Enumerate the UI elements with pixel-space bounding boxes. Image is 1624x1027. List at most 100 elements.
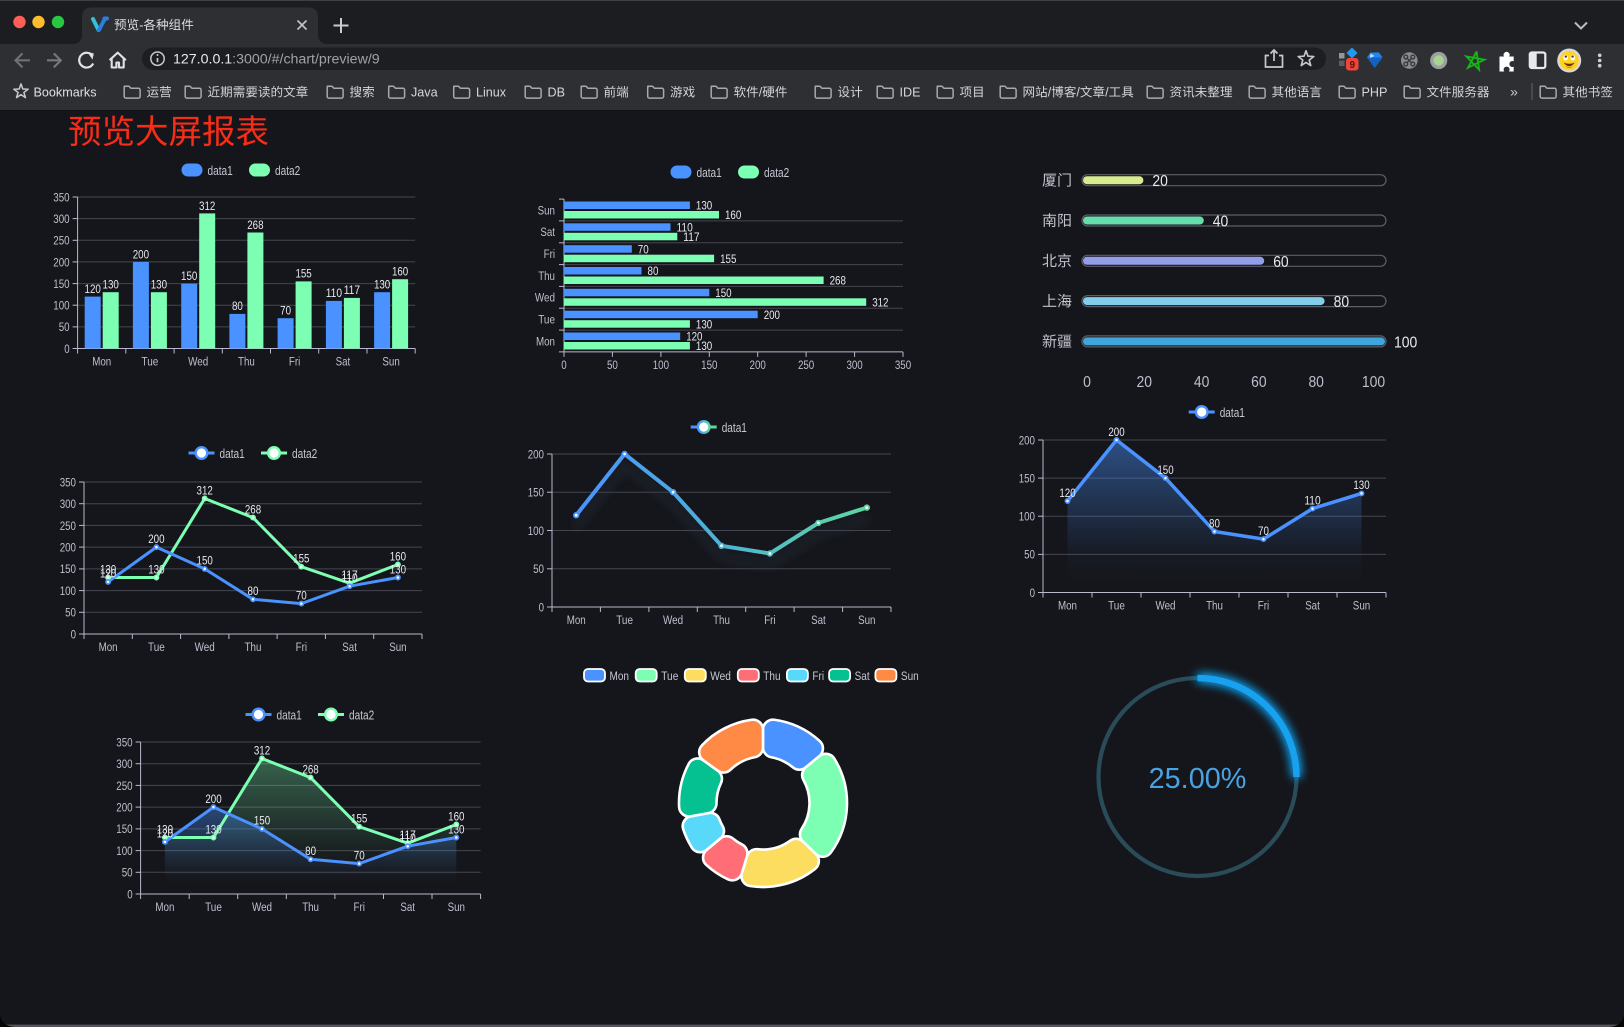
svg-text:20: 20 bbox=[1152, 173, 1168, 190]
svg-text:/: / bbox=[1048, 86, 1052, 100]
svg-text:150: 150 bbox=[715, 286, 731, 300]
svg-text:Sat: Sat bbox=[336, 354, 351, 368]
svg-text:0: 0 bbox=[539, 600, 545, 614]
svg-text:Sun: Sun bbox=[448, 900, 465, 914]
svg-text:300: 300 bbox=[53, 212, 69, 226]
svg-text:50: 50 bbox=[59, 320, 70, 334]
svg-text:130: 130 bbox=[157, 822, 173, 836]
svg-text:200: 200 bbox=[60, 541, 76, 555]
svg-text:312: 312 bbox=[197, 483, 213, 497]
svg-text:Java: Java bbox=[411, 86, 438, 100]
svg-text:300: 300 bbox=[846, 358, 862, 372]
svg-text:Wed: Wed bbox=[188, 354, 208, 368]
svg-text:110: 110 bbox=[400, 831, 416, 845]
svg-text:Mon: Mon bbox=[610, 669, 630, 683]
svg-text:120: 120 bbox=[157, 827, 173, 841]
svg-text:155: 155 bbox=[720, 252, 736, 266]
svg-text:PHP: PHP bbox=[1362, 86, 1388, 100]
svg-text:268: 268 bbox=[245, 502, 261, 516]
svg-text:9: 9 bbox=[1350, 60, 1356, 71]
svg-text:DB: DB bbox=[548, 86, 566, 100]
svg-text:150: 150 bbox=[116, 822, 132, 836]
svg-text:200: 200 bbox=[53, 255, 69, 269]
svg-text:0: 0 bbox=[561, 358, 567, 372]
svg-text:Wed: Wed bbox=[252, 900, 272, 914]
svg-text:150: 150 bbox=[197, 554, 213, 568]
svg-text:130: 130 bbox=[696, 199, 712, 213]
svg-text:155: 155 bbox=[295, 267, 311, 281]
svg-text:Fri: Fri bbox=[296, 640, 307, 654]
svg-text:Wed: Wed bbox=[195, 640, 215, 654]
svg-text:Sun: Sun bbox=[382, 354, 399, 368]
svg-text:data1: data1 bbox=[697, 166, 722, 180]
svg-text:100: 100 bbox=[1019, 510, 1035, 524]
svg-text:data1: data1 bbox=[220, 447, 245, 461]
svg-text:70: 70 bbox=[280, 304, 291, 318]
svg-text:130: 130 bbox=[448, 822, 464, 836]
svg-text:Sun: Sun bbox=[858, 613, 875, 627]
svg-text:130: 130 bbox=[205, 822, 221, 836]
svg-text:117: 117 bbox=[341, 568, 357, 582]
svg-text:130: 130 bbox=[148, 562, 164, 576]
svg-text:200: 200 bbox=[133, 247, 149, 261]
svg-text:200: 200 bbox=[528, 447, 544, 461]
svg-text:80: 80 bbox=[1334, 294, 1350, 311]
svg-text:300: 300 bbox=[60, 497, 76, 511]
svg-text:130: 130 bbox=[696, 339, 712, 353]
svg-text:350: 350 bbox=[895, 358, 911, 372]
svg-text:250: 250 bbox=[798, 358, 814, 372]
svg-text:50: 50 bbox=[607, 358, 618, 372]
svg-text:80: 80 bbox=[1308, 374, 1324, 391]
svg-text:350: 350 bbox=[116, 735, 132, 749]
svg-text:100: 100 bbox=[53, 299, 69, 313]
svg-text:Sat: Sat bbox=[1305, 598, 1320, 612]
svg-text:100: 100 bbox=[116, 844, 132, 858]
svg-text:0: 0 bbox=[1030, 586, 1036, 600]
svg-text:Sun: Sun bbox=[901, 669, 919, 683]
svg-text:130: 130 bbox=[1353, 478, 1369, 492]
svg-text:250: 250 bbox=[60, 519, 76, 533]
svg-text:Fri: Fri bbox=[812, 669, 824, 683]
svg-text:Sat: Sat bbox=[811, 613, 826, 627]
svg-text:268: 268 bbox=[247, 218, 263, 232]
svg-text:Thu: Thu bbox=[538, 269, 555, 283]
svg-text:130: 130 bbox=[374, 278, 390, 292]
svg-text:130: 130 bbox=[696, 317, 712, 331]
svg-text:150: 150 bbox=[528, 486, 544, 500]
svg-text:data1: data1 bbox=[1220, 406, 1245, 420]
svg-text:268: 268 bbox=[830, 274, 846, 288]
svg-text:Tue: Tue bbox=[1108, 598, 1125, 612]
svg-text:-: - bbox=[139, 18, 143, 32]
svg-text:117: 117 bbox=[344, 283, 360, 297]
svg-text:50: 50 bbox=[122, 866, 133, 880]
svg-text:350: 350 bbox=[60, 475, 76, 489]
svg-text:120: 120 bbox=[1059, 486, 1075, 500]
svg-text:150: 150 bbox=[60, 562, 76, 576]
svg-text:300: 300 bbox=[116, 757, 132, 771]
svg-text:200: 200 bbox=[764, 308, 780, 322]
svg-text:Mon: Mon bbox=[536, 334, 555, 348]
svg-text:Tue: Tue bbox=[616, 613, 633, 627]
svg-text:80: 80 bbox=[248, 584, 259, 598]
svg-text:Sat: Sat bbox=[855, 669, 871, 683]
svg-text:127.0.0.1:3000/#/chart/preview: 127.0.0.1:3000/#/chart/preview/9 bbox=[173, 52, 380, 68]
svg-text:100: 100 bbox=[653, 358, 669, 372]
svg-text:Fri: Fri bbox=[1258, 598, 1269, 612]
svg-text:110: 110 bbox=[326, 286, 342, 300]
svg-text:150: 150 bbox=[254, 814, 270, 828]
svg-text:200: 200 bbox=[148, 532, 164, 546]
svg-text:268: 268 bbox=[302, 762, 318, 776]
svg-text:80: 80 bbox=[648, 264, 659, 278]
svg-text:312: 312 bbox=[199, 199, 215, 213]
svg-text:150: 150 bbox=[1157, 463, 1173, 477]
svg-text:110: 110 bbox=[341, 571, 357, 585]
svg-text:Tue: Tue bbox=[148, 640, 165, 654]
svg-text:Sun: Sun bbox=[538, 203, 555, 217]
svg-text:Thu: Thu bbox=[763, 669, 780, 683]
svg-text:80: 80 bbox=[305, 844, 316, 858]
svg-text:Sat: Sat bbox=[400, 900, 415, 914]
svg-text:100: 100 bbox=[1394, 334, 1418, 351]
svg-text:Wed: Wed bbox=[1155, 598, 1175, 612]
svg-text:data1: data1 bbox=[277, 709, 302, 723]
svg-text:250: 250 bbox=[116, 779, 132, 793]
